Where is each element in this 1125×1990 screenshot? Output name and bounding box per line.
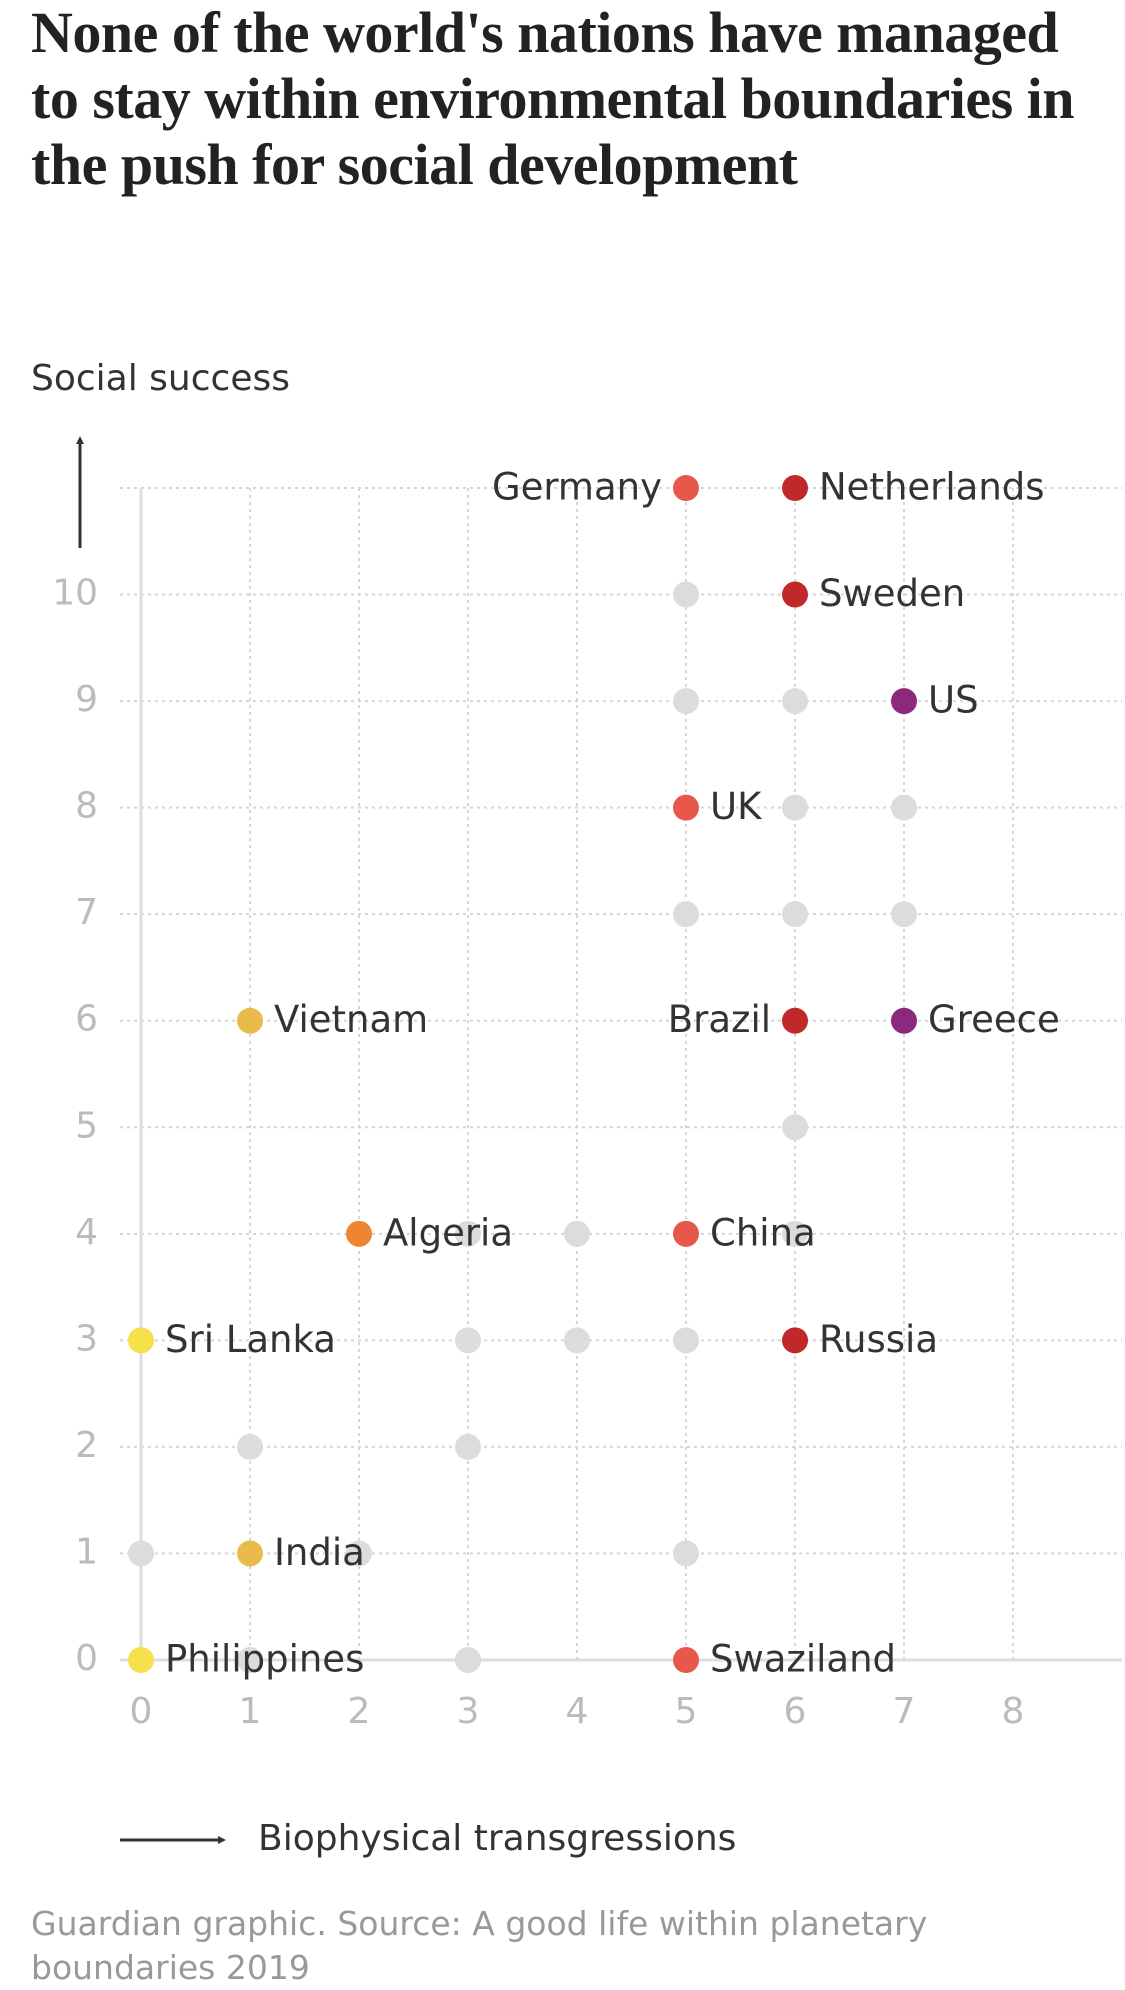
point-label: Brazil (668, 998, 771, 1041)
x-tick-label: 3 (457, 1691, 480, 1732)
chart: Social success Biophysical transgression… (31, 358, 1122, 1859)
point (891, 794, 917, 821)
point (128, 1540, 154, 1567)
x-tick-label: 7 (893, 1691, 916, 1732)
point-label: Germany (492, 466, 662, 509)
point (237, 1007, 263, 1034)
point (782, 688, 808, 715)
y-tick-label: 8 (75, 786, 98, 827)
source: Guardian graphic. Source: A good life wi… (31, 1904, 928, 1987)
point (673, 794, 699, 821)
point (128, 1647, 154, 1673)
y-tick-label: 6 (75, 999, 98, 1040)
point (237, 1433, 263, 1460)
x-axis-title: Biophysical transgressions (258, 1818, 736, 1859)
x-tick-label: 2 (348, 1691, 371, 1732)
point (455, 1433, 481, 1460)
point-label: Greece (928, 998, 1060, 1041)
y-axis-title: Social success (31, 358, 290, 399)
point (673, 1327, 699, 1354)
chart-title: None of the world's nations have managed… (31, 0, 1075, 197)
point (673, 581, 699, 608)
x-tick-label: 6 (784, 1691, 807, 1732)
point-label: Netherlands (819, 466, 1045, 509)
point (455, 1220, 481, 1247)
point-label: Russia (819, 1318, 938, 1361)
point (891, 688, 917, 715)
point (782, 794, 808, 821)
x-tick-label: 4 (566, 1691, 589, 1732)
y-tick-label: 9 (75, 679, 98, 720)
y-tick-label: 0 (75, 1638, 98, 1679)
point (782, 1114, 808, 1141)
point (128, 1327, 154, 1354)
y-tick-label: 7 (75, 892, 98, 933)
x-tick-label: 8 (1002, 1691, 1025, 1732)
point (455, 1327, 481, 1354)
point (782, 475, 808, 501)
point-label: Sweden (819, 572, 965, 615)
point (782, 901, 808, 928)
y-tick-label: 3 (75, 1318, 98, 1359)
x-tick-label: 0 (130, 1691, 153, 1732)
point (237, 1540, 263, 1567)
y-tick-label: 4 (75, 1212, 98, 1253)
point (673, 901, 699, 928)
y-tick-label: 5 (75, 1105, 98, 1146)
point-label: Vietnam (274, 998, 428, 1041)
point (673, 688, 699, 715)
point-label: Algeria (383, 1211, 513, 1254)
point (346, 1540, 372, 1567)
point (673, 1647, 699, 1673)
point (237, 1647, 263, 1673)
point (782, 1220, 808, 1247)
point (782, 1327, 808, 1354)
point (782, 581, 808, 608)
point-label: UK (710, 785, 763, 828)
point (891, 1007, 917, 1034)
point (673, 1540, 699, 1567)
point (673, 1220, 699, 1247)
x-tick-label: 5 (675, 1691, 698, 1732)
point-label: China (710, 1211, 816, 1254)
point (455, 1647, 481, 1673)
point (891, 901, 917, 928)
point (346, 1220, 372, 1247)
y-tick-label: 10 (52, 573, 98, 614)
point-label: US (928, 679, 979, 722)
point-label: Swaziland (710, 1638, 896, 1681)
y-tick-label: 1 (75, 1531, 98, 1572)
point-label: Philippines (165, 1638, 364, 1681)
point (564, 1220, 590, 1247)
y-tick-label: 2 (75, 1425, 98, 1466)
point-label: Sri Lanka (165, 1318, 336, 1361)
point (564, 1327, 590, 1354)
point-label: India (274, 1531, 365, 1574)
point (673, 475, 699, 501)
point (782, 1007, 808, 1034)
x-tick-label: 1 (239, 1691, 262, 1732)
